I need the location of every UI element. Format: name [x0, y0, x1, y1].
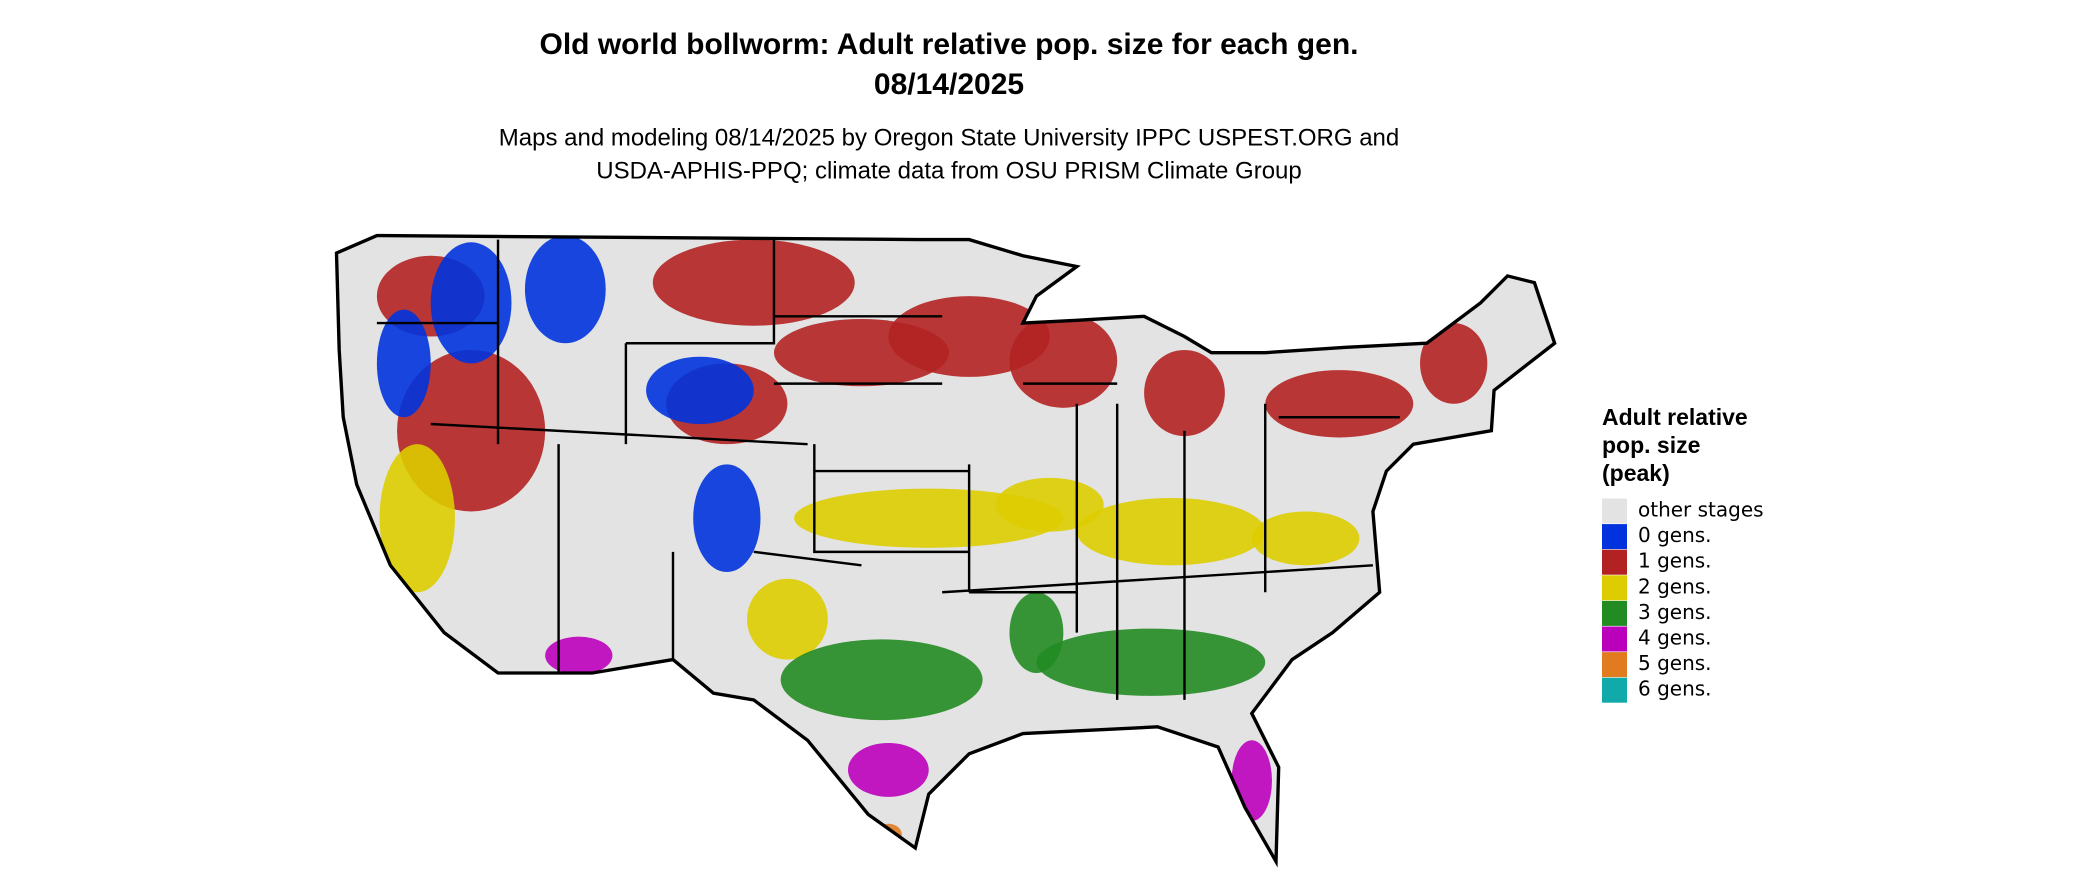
- legend-label: 2 gens.: [1638, 574, 1712, 598]
- region: [524, 235, 606, 344]
- region: [847, 742, 929, 797]
- legend-swatch: [1602, 498, 1627, 524]
- region: [545, 636, 613, 675]
- legend-label: 4 gens.: [1638, 626, 1712, 650]
- legend-label: 3 gens.: [1638, 600, 1712, 624]
- map: [334, 233, 1557, 864]
- title: 08/14/2025: [874, 68, 1024, 101]
- legend-swatch: [1602, 524, 1627, 550]
- region: [1009, 592, 1064, 673]
- region: [1036, 628, 1266, 696]
- subtitle: USDA-APHIS-PPQ; climate data from OSU PR…: [596, 157, 1302, 184]
- legend-swatch: [1602, 677, 1627, 703]
- region: [1231, 740, 1272, 822]
- legend-title: (peak): [1602, 460, 1670, 486]
- legend-swatch: [1602, 652, 1627, 678]
- map-regions: [376, 235, 1488, 862]
- region: [430, 242, 512, 364]
- legend-title: Adult relative: [1602, 404, 1748, 430]
- region: [780, 639, 983, 721]
- region: [996, 477, 1104, 532]
- subtitle: Maps and modeling 08/14/2025 by Oregon S…: [499, 124, 1399, 151]
- legend-swatch: [1602, 600, 1627, 626]
- legend-label: other stages: [1638, 498, 1764, 522]
- region: [1251, 511, 1360, 566]
- legend-label: 6 gens.: [1638, 677, 1712, 701]
- legend-label: 0 gens.: [1638, 523, 1712, 547]
- region: [1009, 313, 1118, 408]
- legend-title: pop. size: [1602, 432, 1700, 458]
- region: [1265, 370, 1414, 438]
- region: [1076, 498, 1266, 566]
- region: [652, 239, 855, 326]
- state-borders: [376, 239, 1400, 700]
- region: [1420, 323, 1488, 404]
- region: [1235, 853, 1268, 862]
- title: Old world bollworm: Adult relative pop. …: [540, 28, 1359, 61]
- legend-swatch: [1602, 549, 1627, 575]
- legend-label: 5 gens.: [1638, 651, 1712, 675]
- region: [376, 309, 431, 418]
- legend-label: 1 gens.: [1638, 549, 1712, 573]
- region: [693, 464, 761, 573]
- region: [794, 488, 1064, 548]
- region: [747, 578, 828, 660]
- legend-swatch: [1602, 626, 1627, 652]
- region: [1144, 349, 1225, 437]
- legend-swatch: [1602, 575, 1627, 601]
- region: [646, 356, 754, 424]
- region: [379, 444, 455, 593]
